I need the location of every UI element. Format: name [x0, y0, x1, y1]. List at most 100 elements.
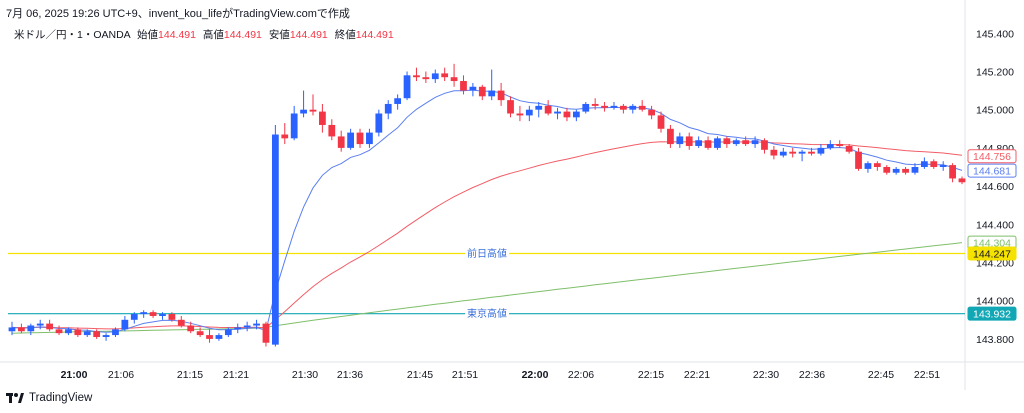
- candle-body: [920, 161, 928, 167]
- candle-body: [243, 325, 251, 328]
- candle-body: [638, 105, 646, 110]
- candle-body: [36, 323, 44, 326]
- x-tick-label: 21:36: [337, 369, 363, 381]
- candle: [74, 327, 82, 337]
- candle-body: [384, 103, 392, 114]
- candle-body: [751, 140, 759, 145]
- candle: [309, 94, 317, 116]
- candle-body: [864, 163, 872, 169]
- candle-body: [234, 327, 242, 330]
- prev-high-price-label-bg: [967, 246, 1017, 261]
- open-label: 始値: [137, 29, 159, 41]
- x-tick-label: 22:36: [799, 369, 825, 381]
- candle: [319, 103, 326, 133]
- candle: [366, 128, 373, 148]
- candle: [591, 98, 599, 110]
- x-tick-label: 22:06: [568, 369, 594, 381]
- candle: [478, 84, 486, 101]
- candle-body: [65, 329, 72, 334]
- candle: [300, 90, 307, 118]
- candle-body: [112, 329, 119, 336]
- candle: [572, 109, 580, 122]
- ohlc-legend: 米ドル／円・1・OANDA 始値144.491 高値144.491 安値144.…: [14, 27, 394, 42]
- candle: [159, 312, 166, 320]
- candle: [845, 144, 853, 154]
- candle-body: [892, 168, 900, 173]
- candle: [751, 136, 759, 148]
- candle-body: [554, 111, 561, 114]
- candle-body: [817, 147, 825, 154]
- candle: [93, 329, 101, 339]
- candle: [883, 165, 891, 175]
- level-name: 東京高値: [467, 307, 507, 320]
- candle: [770, 145, 778, 160]
- candle-body: [488, 90, 496, 97]
- candle: [413, 67, 420, 82]
- candle: [525, 105, 533, 122]
- candle: [375, 109, 383, 137]
- candle: [892, 166, 900, 175]
- candle-body: [939, 165, 947, 167]
- high-value: 144.491: [223, 29, 262, 41]
- candle-body: [525, 109, 533, 116]
- candle-body: [271, 134, 279, 345]
- ma-price-label-bg: [967, 163, 1017, 178]
- candle-body: [535, 105, 543, 110]
- candle-body: [159, 314, 166, 316]
- candle: [582, 102, 590, 114]
- x-tick-label: 22:30: [753, 369, 779, 381]
- candle: [507, 96, 514, 118]
- candle-body: [347, 132, 354, 148]
- x-tick-label: 21:00: [61, 369, 88, 381]
- candle-body: [224, 329, 232, 336]
- candle-body: [27, 325, 35, 332]
- candle: [488, 69, 496, 101]
- candle-body: [441, 73, 449, 78]
- candle: [121, 315, 129, 332]
- candle: [826, 140, 834, 150]
- candle-body: [507, 100, 514, 114]
- candle: [629, 103, 637, 114]
- candle: [563, 107, 571, 122]
- candle: [620, 103, 627, 114]
- candle: [516, 105, 524, 122]
- candle: [497, 82, 505, 106]
- candle: [469, 82, 477, 97]
- candle: [328, 119, 336, 141]
- candle: [18, 323, 25, 334]
- candle: [36, 319, 44, 330]
- low-label: 安値: [268, 29, 290, 41]
- candle-body: [356, 132, 364, 145]
- close-label: 終値: [334, 29, 356, 41]
- candle: [920, 157, 928, 169]
- candle: [544, 100, 552, 116]
- x-tick-label: 22:21: [684, 369, 710, 381]
- candle-body: [563, 111, 571, 118]
- candle: [356, 128, 364, 148]
- candle-body: [187, 325, 195, 332]
- candle: [281, 123, 289, 145]
- candle-body: [140, 312, 148, 315]
- candle-body: [770, 149, 778, 156]
- candle-body: [281, 134, 289, 139]
- candle-body: [375, 113, 383, 133]
- tokyo-high-price-label: 143.932: [973, 308, 1011, 320]
- candle: [864, 161, 872, 173]
- y-tick-label: 144.400: [976, 219, 1014, 231]
- candle: [234, 323, 242, 334]
- candle-body: [46, 323, 54, 330]
- candle-body: [873, 163, 881, 167]
- candle: [742, 136, 750, 146]
- candle: [215, 333, 223, 341]
- candle: [187, 321, 195, 334]
- tokyo-high-price-label-bg: [967, 306, 1017, 321]
- candle: [761, 138, 768, 154]
- candle-body: [319, 111, 326, 125]
- candle-body: [177, 319, 185, 326]
- chart-attribution: 7月 06, 2025 19:26 UTC+9、invent_kou_lifeが…: [6, 8, 350, 20]
- low-value: 144.491: [289, 29, 328, 41]
- ma-price-label: 144.756: [973, 151, 1011, 163]
- candle: [667, 124, 674, 148]
- prev-high-price-label: 144.247: [973, 248, 1011, 260]
